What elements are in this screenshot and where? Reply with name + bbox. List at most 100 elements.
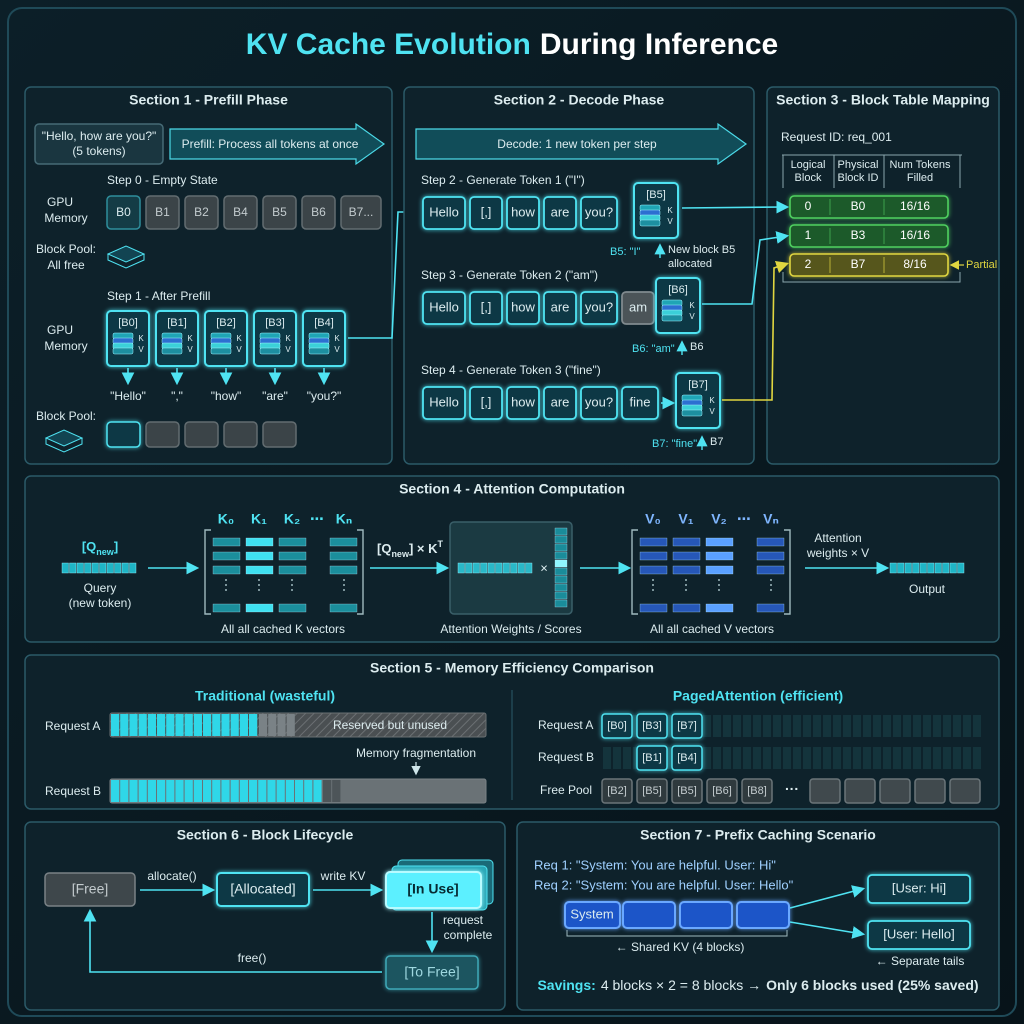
shared-block xyxy=(736,901,790,929)
label: [In Use] xyxy=(407,881,458,897)
matrix-cell xyxy=(639,603,668,613)
weight-cell xyxy=(554,567,568,576)
empty-page xyxy=(893,747,901,769)
label: B2 xyxy=(194,205,209,219)
label: are xyxy=(551,299,570,314)
matrix-cell xyxy=(329,565,358,575)
weight-cell xyxy=(554,559,568,568)
vector-cell xyxy=(91,562,99,574)
used-cell xyxy=(175,780,184,802)
label: Memory xyxy=(44,211,87,225)
section-panel xyxy=(24,821,506,1011)
label: how xyxy=(511,394,535,409)
weight-cell xyxy=(554,543,568,552)
pool-block xyxy=(184,421,219,448)
label: B6 xyxy=(690,341,703,353)
vector-cell xyxy=(472,562,480,574)
empty-page xyxy=(973,747,981,769)
weight-cell xyxy=(554,551,568,560)
label: GPU xyxy=(47,323,73,337)
used-cell xyxy=(184,780,193,802)
free-block xyxy=(949,778,981,804)
vector-cell xyxy=(129,562,137,574)
free-block xyxy=(671,778,703,804)
savings: Savings: 4 blocks × 2 = 8 blocks → Only 6 … xyxy=(537,977,978,993)
token-box xyxy=(506,291,540,325)
empty-block xyxy=(340,195,382,230)
label: Logical xyxy=(791,159,826,171)
label: System xyxy=(570,906,613,921)
matrix-cell xyxy=(756,551,785,561)
matrix-header: ⋯ xyxy=(310,511,324,527)
label: complete xyxy=(444,928,493,942)
empty-page xyxy=(843,747,851,769)
used-cell xyxy=(111,714,120,736)
empty-page xyxy=(833,715,841,737)
used-cell xyxy=(175,714,184,736)
matrix-cell xyxy=(245,603,274,613)
label: [Free] xyxy=(72,881,109,897)
label: Block Pool: xyxy=(36,409,96,423)
vector-cell xyxy=(889,562,897,574)
label: Query xyxy=(84,581,117,595)
connector xyxy=(702,231,790,305)
label: 0 xyxy=(805,199,812,213)
empty-page xyxy=(773,747,781,769)
label: Attention xyxy=(814,531,861,545)
savings-calc: 4 blocks × 2 = 8 blocks → xyxy=(601,977,761,993)
kv-label: V xyxy=(709,407,715,416)
text-part: new xyxy=(391,549,410,559)
label: Request A xyxy=(538,718,593,732)
shared-block xyxy=(564,901,621,929)
connector xyxy=(789,921,866,939)
text-part: ] × K xyxy=(409,541,438,556)
kv-label: K xyxy=(667,206,673,215)
kv-layer xyxy=(661,314,683,322)
label: write KV xyxy=(320,869,366,883)
vector-cell xyxy=(525,562,533,574)
empty-page xyxy=(853,715,861,737)
empty-page xyxy=(973,715,981,737)
empty-page xyxy=(863,715,871,737)
label: [,] xyxy=(481,394,492,409)
label: "are" xyxy=(262,389,288,403)
empty-page xyxy=(823,715,831,737)
process-arrow xyxy=(169,122,386,166)
matrix-cell xyxy=(639,565,668,575)
vector-cell xyxy=(61,562,69,574)
used-cell xyxy=(120,714,129,736)
pool-block xyxy=(262,421,297,448)
kv-label: V xyxy=(236,345,242,354)
empty-page xyxy=(813,747,821,769)
used-cell xyxy=(193,780,202,802)
used-cell xyxy=(313,780,322,802)
weight-cell xyxy=(554,527,568,536)
shared-block xyxy=(622,901,676,929)
weight-cell xyxy=(554,591,568,600)
label: [B2] xyxy=(607,785,627,797)
empty-page xyxy=(703,747,711,769)
label: (new token) xyxy=(69,596,132,610)
label: free() xyxy=(238,951,267,965)
label: All all cached V vectors xyxy=(650,622,774,636)
used-cell xyxy=(221,714,230,736)
kv-label: V xyxy=(334,345,340,354)
label: Block ID xyxy=(838,172,879,184)
title-highlight: KV Cache Evolution xyxy=(246,28,531,61)
matrix-cell xyxy=(212,565,241,575)
weight-cell xyxy=(554,599,568,608)
label: Req 2: "System: You are helpful. User: H… xyxy=(534,877,794,892)
vector-cell xyxy=(495,562,503,574)
table-bracket xyxy=(782,272,961,283)
label: Reserved but unused xyxy=(333,718,447,732)
matrix-header: K₂ xyxy=(284,511,300,527)
label: Partial xyxy=(966,259,997,271)
label: B6: "am" xyxy=(632,343,675,355)
matrix-header: ⋯ xyxy=(737,511,751,527)
label: B7... xyxy=(349,205,374,219)
free-block xyxy=(879,778,911,804)
used-cell xyxy=(221,780,230,802)
page-block xyxy=(671,745,703,771)
label: you? xyxy=(585,204,613,219)
